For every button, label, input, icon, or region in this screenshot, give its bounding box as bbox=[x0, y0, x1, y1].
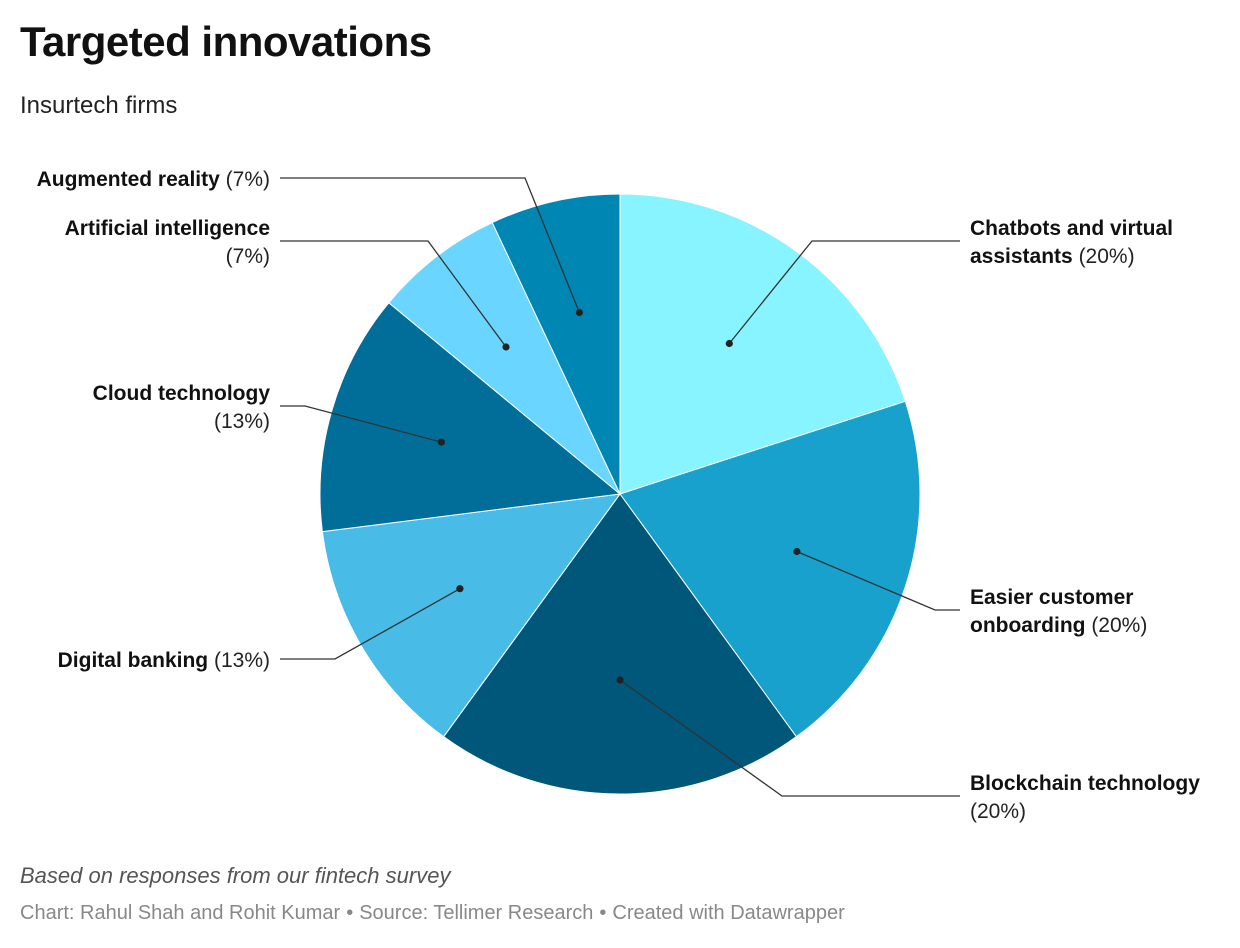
pie-slice-4 bbox=[321, 493, 622, 738]
slice-label: Cloud technology (13%) bbox=[93, 382, 271, 433]
slice-percent: (20%) bbox=[1073, 245, 1135, 268]
slice-label: Chatbots and virtual assistants (20%) bbox=[970, 217, 1173, 268]
leader-line bbox=[280, 588, 461, 660]
slice-label: Augmented reality (7%) bbox=[37, 168, 270, 191]
slice-percent: (7%) bbox=[220, 168, 270, 191]
pie-slice-2 bbox=[619, 400, 921, 738]
chart-title: Targeted innovations bbox=[20, 18, 432, 65]
leader-line bbox=[728, 240, 960, 344]
slice-percent: (13%) bbox=[214, 410, 270, 433]
chart-byline: Chart: Rahul Shah and Rohit Kumar • Source… bbox=[20, 902, 845, 925]
chart-source: Source: Tellimer Research bbox=[359, 902, 594, 924]
slice-percent: (20%) bbox=[970, 800, 1026, 823]
slice-percent: (7%) bbox=[226, 245, 270, 268]
slice-label: Digital banking (13%) bbox=[58, 649, 270, 672]
slice-label-line: Artificial intelligence bbox=[65, 217, 270, 240]
pie-chart: Chatbots and virtual assistants (20%)Easi… bbox=[37, 168, 1201, 823]
leader-lines bbox=[280, 177, 960, 797]
slice-percent: (13%) bbox=[208, 649, 270, 672]
slice-label: Easier customer onboarding (20%) bbox=[970, 586, 1147, 637]
chart-subtitle: Insurtech firms bbox=[20, 92, 178, 119]
pie-slice-5 bbox=[319, 302, 622, 533]
leader-dot bbox=[575, 308, 584, 317]
created-with: Created with Datawrapper bbox=[612, 902, 845, 924]
leader-line bbox=[619, 679, 960, 797]
slice-label-line: assistants bbox=[970, 245, 1073, 268]
slice-labels: Chatbots and virtual assistants (20%)Easi… bbox=[37, 168, 1201, 823]
slice-label-line: Digital banking bbox=[58, 649, 209, 672]
slice-label-line: Cloud technology bbox=[93, 382, 271, 405]
leader-line bbox=[280, 405, 442, 443]
chart-notes: Based on responses from our fintech surv… bbox=[20, 863, 451, 888]
slice-label-line: Easier customer bbox=[970, 586, 1133, 609]
slice-label: Blockchain technology (20%) bbox=[970, 772, 1200, 823]
slice-label-line: Augmented reality bbox=[37, 168, 221, 191]
byline-separator: • bbox=[599, 902, 607, 924]
slice-label: Artificial intelligence (7%) bbox=[65, 217, 270, 268]
leader-dot bbox=[502, 343, 510, 351]
pie-slices bbox=[319, 193, 921, 795]
leader-dot bbox=[725, 339, 733, 348]
leader-dot bbox=[793, 547, 801, 556]
leader-dot bbox=[616, 676, 624, 684]
leader-line bbox=[796, 550, 960, 611]
pie-slice-6 bbox=[388, 221, 621, 495]
pie-slice-7 bbox=[491, 193, 621, 495]
pie-slice-3 bbox=[442, 493, 798, 795]
slice-label-line: Chatbots and virtual bbox=[970, 217, 1173, 240]
slice-percent: (20%) bbox=[1085, 614, 1147, 637]
leader-dot bbox=[456, 585, 464, 593]
pie-slice-1 bbox=[619, 193, 906, 495]
chart-credit: Chart: Rahul Shah and Rohit Kumar bbox=[20, 902, 341, 924]
leader-dot bbox=[437, 438, 445, 446]
slice-label-line: Blockchain technology bbox=[970, 772, 1200, 795]
byline-separator: • bbox=[346, 902, 354, 924]
slice-label-line: onboarding bbox=[970, 614, 1085, 637]
leader-line bbox=[280, 240, 507, 348]
leader-line bbox=[280, 177, 581, 313]
